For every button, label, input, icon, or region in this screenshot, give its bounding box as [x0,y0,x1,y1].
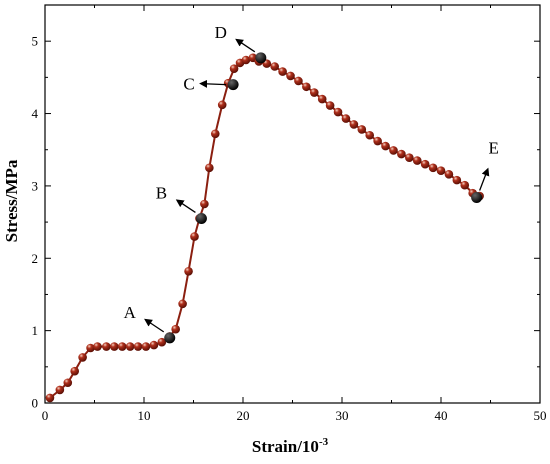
data-point [217,100,227,110]
data-point [294,76,303,86]
data-point [309,88,319,97]
annotation-label: C [183,75,194,94]
data-point [63,378,73,388]
key-point-A [164,332,176,344]
data-point [357,125,367,134]
data-point [460,180,470,190]
data-point [286,71,295,81]
data-point [381,141,390,151]
data-point [333,107,343,117]
data-point [241,55,251,65]
key-point-C [227,79,239,91]
data-point [428,163,438,173]
key-point-D [255,52,267,64]
data-point [373,136,382,146]
data-point [149,340,159,350]
annotation-label: B [156,183,167,202]
data-point [93,342,102,351]
data-point [397,149,406,159]
annotation-arrow [175,199,196,214]
data-point [200,199,209,209]
data-point [55,385,65,395]
data-point [178,299,187,309]
annotation-arrow [479,167,490,191]
data-point [133,342,143,351]
x-tick-label: 0 [42,408,49,423]
y-tick-label: 3 [32,178,39,193]
data-point [412,156,422,165]
key-point-E [471,191,483,203]
y-tick-label: 5 [32,34,39,49]
annotation-label: A [124,303,137,322]
data-point [365,130,375,140]
data-point [210,129,220,139]
data-point [70,366,79,376]
annotation-arrow [144,318,165,333]
data-point [405,153,414,162]
data-point [45,393,55,403]
series-layer [45,53,484,403]
data-point [341,114,351,123]
data-point [317,94,327,104]
data-point [229,64,239,73]
data-point [110,342,119,351]
annotation-label: D [215,23,227,42]
annotations-layer: A B C D E [124,23,499,344]
data-point [444,170,454,179]
data-point [190,232,199,241]
x-tick-label: 10 [138,408,151,423]
data-point [205,163,214,173]
x-tick-label: 40 [435,408,448,423]
data-point [125,342,135,351]
data-point [184,266,193,276]
y-tick-label: 4 [32,106,39,121]
data-point [389,146,398,155]
data-point [270,62,279,71]
x-tick-label: 50 [534,408,547,423]
y-tick-label: 1 [32,323,39,338]
x-axis-title: Strain/10-3 [252,436,329,456]
data-point [86,343,95,353]
axes: 0 10 20 30 40 50 0 1 2 3 4 5 [32,4,547,423]
data-point [117,342,127,351]
data-point [171,324,180,334]
key-point-B [195,212,207,224]
data-point [436,166,446,176]
annotation-label: E [488,138,498,157]
data-point [349,120,359,129]
data-point [302,82,311,92]
y-axis-title: Stress/MPa [2,159,21,242]
data-point [102,342,111,351]
y-tick-label: 2 [32,251,39,266]
x-tick-label: 30 [336,408,349,423]
data-point [278,67,287,76]
y-tick-label: 0 [32,396,39,411]
plot-frame [44,4,541,404]
annotation-arrow [199,79,227,88]
data-point [141,342,151,351]
data-point [78,353,87,362]
data-point [452,175,462,185]
x-tick-label: 20 [237,408,250,423]
annotation-arrow [235,38,256,53]
data-point [157,337,167,347]
data-point [420,159,430,169]
data-point [325,101,335,110]
